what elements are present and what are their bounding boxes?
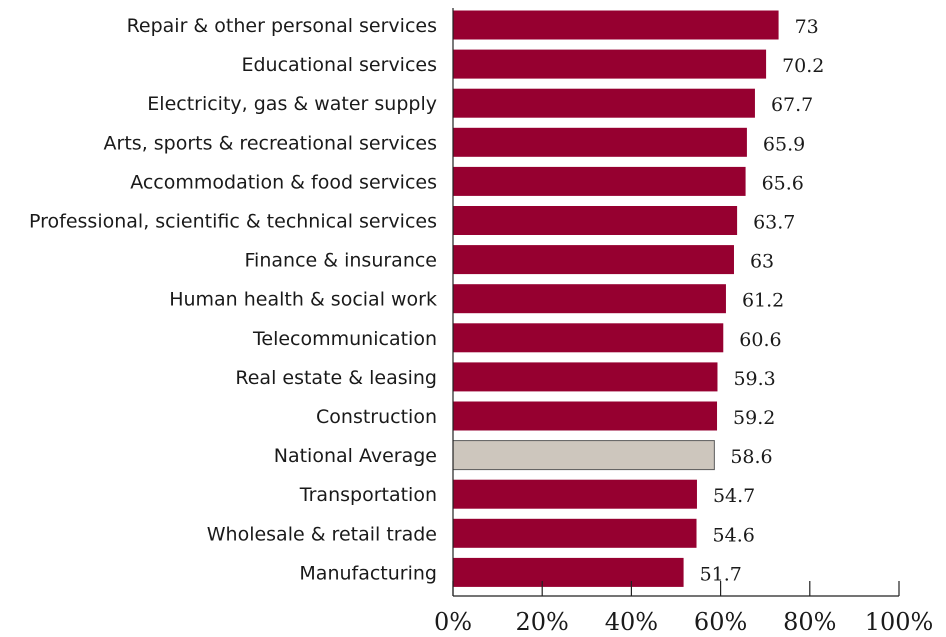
data-label: 63: [750, 251, 774, 273]
bars-layer: [452, 10, 779, 587]
bar: [453, 206, 738, 235]
data-label: 65.6: [762, 172, 804, 194]
bar: [453, 518, 697, 548]
data-label: 65.9: [763, 133, 805, 155]
category-label: Repair & other personal services: [127, 15, 437, 37]
bar-national-average: [452, 440, 715, 471]
category-label: Professional, scientific & technical ser…: [29, 211, 437, 233]
data-label: 67.7: [771, 94, 813, 116]
x-tick-label: 60%: [694, 608, 747, 636]
data-label: 61.2: [742, 290, 784, 312]
category-label: Arts, sports & recreational services: [104, 132, 437, 154]
bar: [453, 557, 684, 587]
category-label: National Average: [274, 445, 437, 467]
bar: [453, 10, 779, 40]
data-label: 60.6: [739, 329, 781, 351]
x-tick-label: 0%: [434, 608, 472, 636]
data-label: 54.7: [713, 485, 755, 507]
category-label: Wholesale & retail trade: [207, 523, 437, 545]
bar: [453, 362, 718, 392]
x-tick-label: 40%: [605, 608, 658, 636]
x-tick-label: 80%: [783, 608, 836, 636]
value-labels: 73 70.2 67.7 65.9 65.6 63.7 63 61.2 60.6 59.3 59.2…: [700, 16, 825, 585]
x-tick-label: 100%: [865, 608, 934, 636]
category-label: Construction: [316, 406, 437, 428]
data-label: 58.6: [730, 446, 772, 468]
bar: [453, 88, 755, 118]
category-label: Manufacturing: [299, 562, 437, 584]
bar: [453, 401, 718, 431]
data-label: 51.7: [700, 563, 742, 585]
category-labels: Repair & other personal services Educatio…: [29, 15, 437, 584]
bar: [453, 49, 767, 79]
category-label: Human health & social work: [169, 289, 437, 311]
data-label: 70.2: [782, 55, 824, 77]
data-label: 73: [795, 16, 819, 38]
category-label: Accommodation & food services: [130, 171, 437, 193]
data-label: 59.2: [733, 407, 775, 429]
bar: [453, 479, 697, 509]
data-label: 59.3: [733, 368, 775, 390]
category-label: Real estate & leasing: [235, 367, 437, 389]
x-axis: 0% 20% 40% 60% 80% 100%: [434, 8, 933, 636]
category-label: Transportation: [299, 484, 437, 506]
bar: [453, 166, 746, 196]
category-label: Finance & insurance: [245, 250, 437, 272]
bar: [453, 127, 747, 157]
data-label: 63.7: [753, 212, 795, 234]
bar: [453, 323, 724, 353]
category-label: Educational services: [241, 54, 437, 76]
bar: [453, 284, 726, 314]
category-label: Electricity, gas & water supply: [147, 93, 437, 115]
x-tick-label: 20%: [516, 608, 569, 636]
bar: [453, 245, 734, 275]
category-label: Telecommunication: [252, 328, 437, 350]
data-label: 54.6: [713, 524, 755, 546]
